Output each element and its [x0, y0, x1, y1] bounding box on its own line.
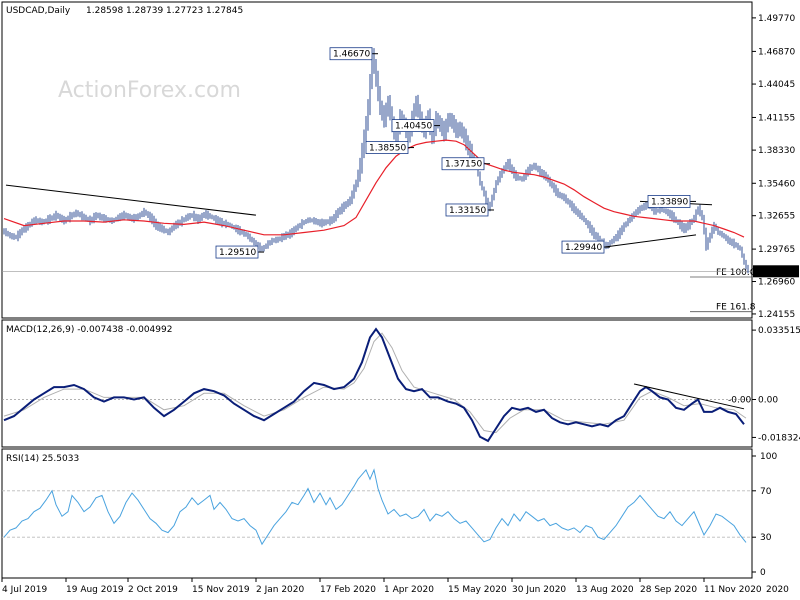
x-tick-label: 30 Jun 2020	[512, 585, 566, 595]
rsi-ytick-label: 30	[760, 533, 772, 543]
fe-level-label: FE 161.8	[716, 303, 756, 313]
x-tick-label: 13 Aug 2020	[576, 585, 634, 595]
macd-layer: 0.033515 0.00 -0.018324 -0.00	[2, 326, 800, 443]
annotation-label: 1.29510	[219, 248, 256, 258]
current-price-box	[753, 265, 799, 278]
price-ytick-label: 1.38330	[758, 146, 795, 156]
annotation-box	[391, 119, 435, 133]
trendline	[603, 234, 697, 248]
price-ytick-label: 1.46870	[758, 47, 795, 57]
macd-title: MACD(12,26,9) -0.007438 -0.004992	[6, 325, 172, 335]
rsi-ytick-label: 0	[760, 568, 766, 578]
annotation-box	[441, 157, 485, 171]
annotation-label: 1.29940	[565, 243, 602, 253]
macd-current-value: -0.00	[728, 395, 752, 405]
current-price-label: 1.27845	[758, 267, 795, 277]
annotation-box	[445, 203, 489, 217]
rsi-ytick-label: 70	[760, 487, 772, 497]
macd-signal-line	[3, 332, 747, 434]
annotation-box	[561, 240, 605, 254]
annotation-label: 1.46670	[333, 50, 370, 60]
price-ytick-label: 1.26960	[758, 278, 795, 288]
macd-ytick-label: 0.00	[758, 395, 778, 405]
macd-line	[3, 327, 745, 443]
macd-ytick-label: 0.033515	[758, 326, 800, 336]
x-tick-label: 2 Jan 2020	[256, 585, 304, 595]
price-ytick-label: 1.35460	[758, 179, 795, 189]
annotation-box	[365, 141, 409, 154]
x-tick-label: 11 Nov 2020	[704, 585, 762, 595]
x-tick-label: 19 Aug 2019	[66, 585, 124, 595]
rsi-title: RSI(14) 25.5033	[6, 454, 79, 464]
ohlc-open: 1.28598	[86, 6, 123, 16]
macd-panel	[1, 319, 753, 448]
price-ytick-label: 1.29765	[758, 245, 795, 255]
trendline	[5, 184, 257, 216]
annotation-label: 1.33890	[651, 197, 688, 207]
annotation-box	[215, 245, 259, 259]
watermark: ActionForex.com	[58, 78, 241, 103]
price-ytick-label: 1.32655	[758, 212, 795, 222]
axis-layer: 4 Jul 2019 19 Aug 2019 2 Oct 2019 15 Nov 20…	[1, 578, 789, 595]
rsi-layer: 100 70 30 0	[2, 452, 777, 578]
x-tick-label: 17 Feb 2020	[320, 585, 376, 595]
x-tick-label: 2 Oct 2019	[128, 585, 178, 595]
price-layer: 1.49770 1.46870 1.44045 1.41155 1.38330 1.354…	[2, 14, 799, 320]
rsi-line	[3, 468, 747, 546]
ohlc-high: 1.28739	[126, 6, 163, 16]
annotation-label: 1.40450	[395, 122, 432, 132]
annotation-box	[647, 195, 691, 208]
annotation-box	[329, 47, 373, 61]
annotation-label: 1.38550	[369, 144, 406, 154]
price-ytick-label: 1.44045	[758, 80, 795, 90]
x-tick-label: 15 Nov 2019	[192, 585, 250, 595]
ohlc-close: 1.27845	[206, 6, 243, 16]
price-ytick-label: 1.41155	[758, 113, 795, 123]
moving-average-line	[3, 139, 745, 238]
x-tick-label: 1 Apr 2020	[384, 585, 434, 595]
macd-ytick-label: -0.018324	[758, 433, 800, 443]
price-ytick-label: 1.49770	[758, 14, 795, 24]
x-tick-label-last: 2020	[766, 585, 789, 595]
price-panel	[1, 1, 753, 319]
rsi-ytick-label: 100	[760, 452, 777, 462]
macd-trendline	[633, 383, 745, 410]
annotation-label: 1.33150	[449, 206, 486, 216]
x-tick-label: 4 Jul 2019	[2, 585, 47, 595]
x-tick-label: 28 Sep 2020	[640, 585, 697, 595]
x-tick-label: 15 May 2020	[448, 585, 507, 595]
rsi-panel	[1, 448, 753, 579]
fe-level-label: FE 100.0	[716, 268, 756, 278]
annotation-label: 1.37150	[445, 160, 482, 170]
price-ytick-label: 1.24155	[758, 310, 795, 320]
ohlc-low: 1.27723	[166, 6, 203, 16]
symbol-header: USDCAD,Daily	[6, 6, 71, 16]
